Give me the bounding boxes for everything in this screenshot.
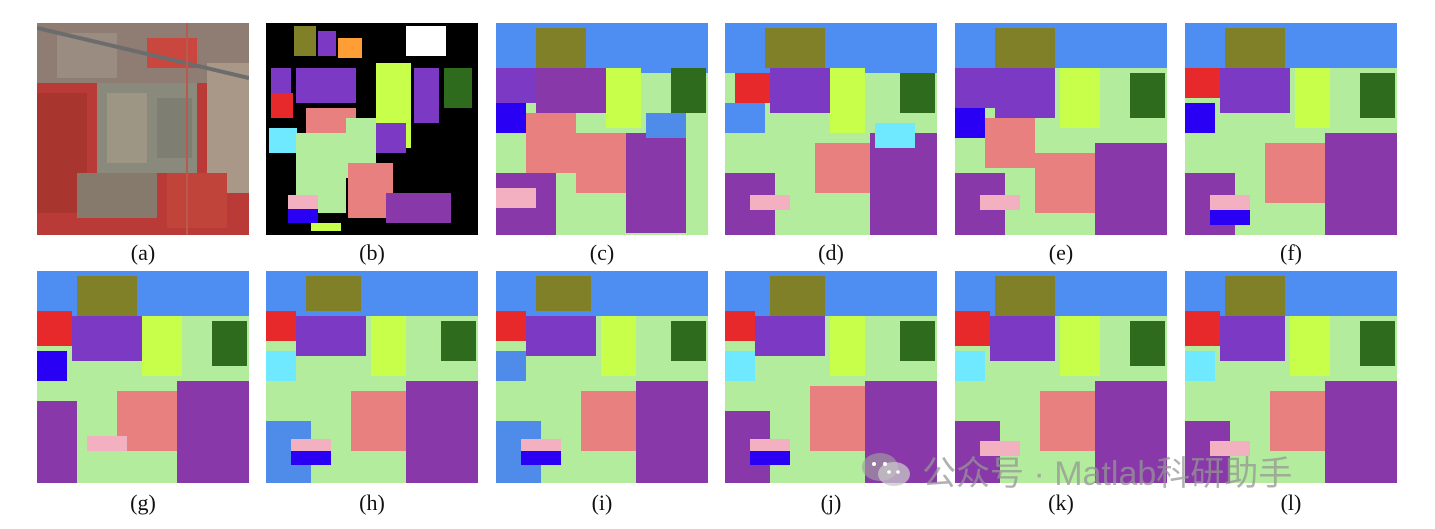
caption-j: (j) bbox=[820, 490, 842, 515]
caption-i: (i) bbox=[591, 490, 613, 515]
watermark: 公众号 · Matlab科研助手 bbox=[860, 448, 1293, 493]
caption-b: (b) bbox=[359, 240, 385, 265]
caption-c: (c) bbox=[589, 240, 615, 265]
panel-c-classification-map bbox=[496, 23, 708, 235]
panel-g-classification-map bbox=[37, 271, 249, 483]
panel-i-classification-map bbox=[496, 271, 708, 483]
panel-f-classification-map bbox=[1185, 23, 1397, 235]
caption-d: (d) bbox=[818, 240, 844, 265]
panel-l-classification-map bbox=[1185, 271, 1397, 483]
panel-k-classification-map bbox=[955, 271, 1167, 483]
caption-e: (e) bbox=[1048, 240, 1074, 265]
panel-j-classification-map bbox=[725, 271, 937, 483]
wechat-icon bbox=[860, 450, 912, 490]
caption-h: (h) bbox=[359, 490, 385, 515]
caption-k: (k) bbox=[1048, 490, 1074, 515]
panel-a-false-color-image bbox=[37, 23, 249, 235]
caption-a: (a) bbox=[130, 240, 156, 265]
panel-h-classification-map bbox=[266, 271, 478, 483]
panel-d-classification-map bbox=[725, 23, 937, 235]
panel-e-classification-map bbox=[955, 23, 1167, 235]
caption-g: (g) bbox=[130, 490, 156, 515]
panel-b-ground-truth-map bbox=[266, 23, 478, 235]
caption-f: (f) bbox=[1280, 240, 1302, 265]
caption-l: (l) bbox=[1280, 490, 1302, 515]
watermark-text: 公众号 · Matlab科研助手 bbox=[922, 454, 1293, 493]
